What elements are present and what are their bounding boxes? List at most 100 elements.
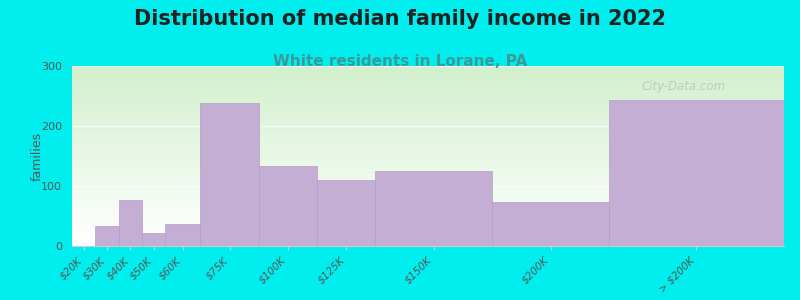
Bar [72,100,784,101]
Bar [72,137,784,138]
Bar [72,112,784,113]
Bar [72,176,784,177]
Bar [72,159,784,160]
Bar [72,181,784,182]
Bar [72,195,784,196]
Bar [72,151,784,152]
Bar [72,191,784,192]
Bar [72,140,784,141]
Bar [72,74,784,75]
Bar [375,171,492,246]
Bar [72,133,784,134]
Bar [72,219,784,220]
Bar [72,241,784,242]
Bar [72,222,784,223]
Bar [72,175,784,176]
Bar [72,89,784,90]
Bar [142,233,166,246]
Bar [72,93,784,94]
Bar [72,75,784,76]
Bar [72,226,784,227]
Bar [72,88,784,89]
Bar [72,162,784,163]
Bar [72,207,784,208]
Bar [72,92,784,93]
Bar [72,161,784,162]
Bar [72,99,784,100]
Bar [72,236,784,237]
Bar [72,123,784,124]
Bar [72,165,784,166]
Bar [72,120,784,121]
Bar [72,110,784,111]
Bar [72,238,784,239]
Bar [72,232,784,233]
Bar [72,180,784,181]
Bar [72,167,784,168]
Bar [72,139,784,140]
Bar [72,148,784,149]
Bar [72,168,784,169]
Bar [72,220,784,221]
Bar [72,206,784,207]
Bar [72,85,784,86]
Bar [72,196,784,197]
Bar [72,104,784,105]
Bar [72,169,784,170]
Bar [72,216,784,217]
Bar [72,114,784,115]
Bar [72,193,784,194]
Bar [72,184,784,185]
Bar [72,244,784,245]
Bar [72,69,784,70]
Bar [72,146,784,147]
Bar [72,233,784,234]
Bar [72,215,784,216]
Bar [72,230,784,231]
Bar [118,200,142,246]
Bar [72,242,784,243]
Bar [72,218,784,219]
Text: Distribution of median family income in 2022: Distribution of median family income in … [134,9,666,29]
Bar [72,188,784,189]
Bar [72,192,784,193]
Bar [72,134,784,135]
Bar [72,237,784,238]
Bar [258,166,317,246]
Bar [72,245,784,246]
Bar [72,239,784,240]
Bar [72,90,784,91]
Bar [72,101,784,102]
Bar [72,186,784,187]
Bar [72,70,784,71]
Bar [72,197,784,198]
Text: City-Data.com: City-Data.com [642,80,726,93]
Bar [72,203,784,204]
Bar [72,121,784,122]
Bar [72,158,784,159]
Bar [72,102,784,103]
Bar [72,202,784,203]
Bar [72,172,784,173]
Bar [72,190,784,191]
Bar [72,94,784,95]
Bar [72,227,784,228]
Bar [72,86,784,87]
Bar [72,202,784,203]
Bar [72,185,784,186]
Bar [72,182,784,183]
Bar [72,117,784,118]
Bar [72,66,784,67]
Bar [72,125,784,126]
Bar [72,189,784,190]
Bar [72,204,784,205]
Y-axis label: families: families [30,131,43,181]
Bar [72,170,784,171]
Bar [72,113,784,114]
Bar [72,115,784,116]
Bar [72,178,784,179]
Bar [72,76,784,77]
Bar [72,95,784,96]
Bar [72,217,784,218]
Bar [72,221,784,222]
